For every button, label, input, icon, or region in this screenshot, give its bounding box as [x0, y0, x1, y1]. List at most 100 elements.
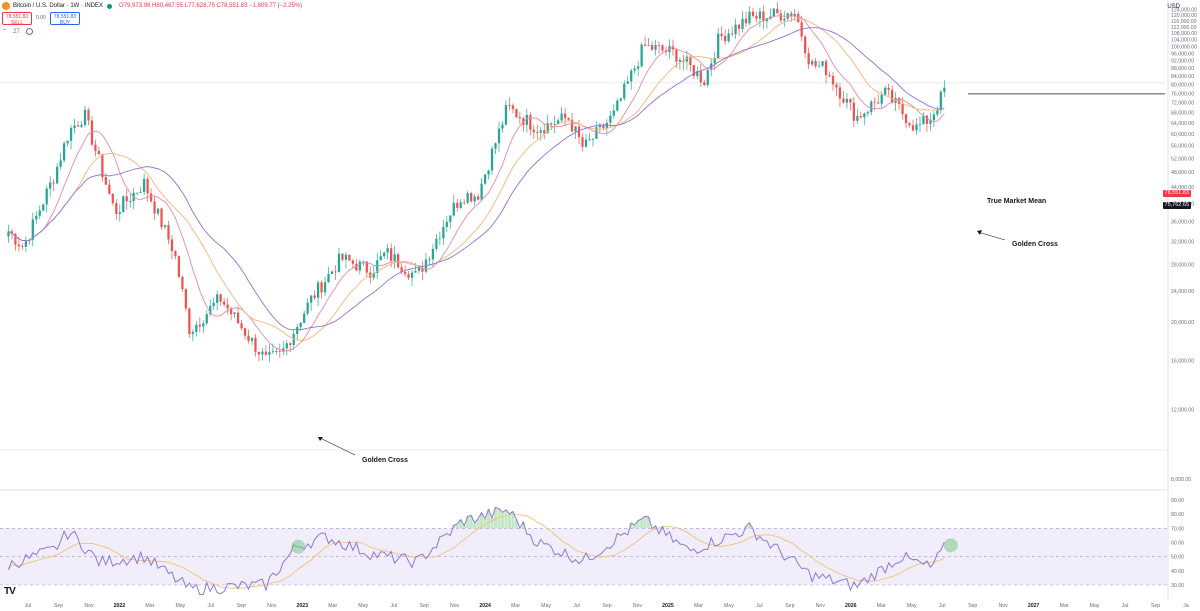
candle-body: [149, 193, 153, 202]
candle-body: [724, 36, 727, 42]
candle-body: [76, 125, 80, 127]
true-market-mean-label: True Market Mean: [987, 198, 1047, 205]
candle-body: [769, 16, 772, 19]
buy-button[interactable]: 78,551.83 BUY: [50, 12, 80, 26]
candle-body: [609, 115, 612, 123]
candle-body: [52, 182, 55, 184]
bitcoin-icon: [2, 2, 10, 10]
candle-body: [560, 113, 563, 121]
candle-body: [407, 274, 410, 278]
candle-body: [873, 101, 876, 103]
golden-cross-arrow-1: [317, 436, 356, 456]
candle-body: [268, 351, 271, 355]
candle-body: [449, 215, 452, 222]
candle-body: [115, 203, 118, 215]
sell-button[interactable]: 78,551.83 SELL: [2, 12, 32, 26]
candle-body: [309, 295, 313, 303]
price-tick-label: 124,000.00: [1171, 7, 1197, 13]
candle-body: [845, 98, 849, 103]
candle-body: [452, 202, 455, 216]
candle-body: [817, 65, 821, 67]
candle-body: [160, 208, 163, 228]
candle-body: [226, 304, 229, 309]
golden-cross-label-1: Golden Cross: [362, 457, 408, 464]
price-tick-label: 8,000.00: [1171, 477, 1191, 483]
candle-body: [459, 202, 462, 208]
candle-body: [884, 87, 887, 95]
candle-body: [296, 327, 299, 334]
candle-body: [810, 61, 814, 65]
collapse-icon[interactable]: ⌃: [2, 29, 8, 35]
candle-body: [35, 215, 38, 220]
candle-body: [202, 323, 205, 327]
rsi-ma-line: [8, 513, 945, 589]
spread-value: 0.00: [36, 15, 46, 21]
candle-body: [616, 100, 619, 111]
candle-body: [692, 65, 695, 77]
price-tick-label: 80,000.00: [1171, 83, 1194, 89]
indicator-toggle[interactable]: ⌃ 27: [2, 28, 33, 35]
candle-body: [101, 154, 104, 178]
candle-body: [793, 13, 796, 17]
candle-body: [741, 18, 744, 29]
price-tick-label: 68,000.00: [1171, 110, 1194, 116]
candle-body: [880, 94, 883, 104]
price-tick-label: 104,000.00: [1171, 38, 1197, 44]
candle-body: [863, 113, 866, 118]
candle-body: [744, 18, 748, 24]
candle-body: [483, 174, 487, 184]
candle-body: [529, 114, 532, 130]
candle-body: [751, 11, 755, 16]
candle-body: [435, 238, 438, 249]
candle-body: [563, 113, 567, 119]
ma-slow-line: [8, 27, 945, 331]
candle-body: [908, 123, 911, 126]
golden-cross-marker-1: [291, 539, 306, 554]
time-tick-label: Jul: [1122, 603, 1129, 609]
candle-body: [480, 183, 483, 200]
price-tick-label: 116,000.00: [1171, 19, 1197, 25]
time-tick-label: May: [358, 603, 368, 609]
candle-body: [257, 351, 261, 355]
candle-body: [303, 313, 306, 323]
rsi-tick-label: 50.00: [1171, 555, 1184, 561]
currency-label[interactable]: USD: [1167, 4, 1180, 10]
candle-body: [637, 66, 640, 69]
symbol-title[interactable]: Bitcoin / U.S. Dollar · 1W · INDEX: [13, 3, 104, 9]
candle-body: [358, 261, 361, 271]
candle-body: [181, 276, 184, 290]
candle-body: [936, 110, 939, 115]
time-tick-label: Nov: [816, 603, 826, 609]
candle-body: [929, 120, 932, 124]
golden-cross-marker-2: [943, 538, 958, 553]
candle-body: [351, 260, 355, 264]
candle-body: [661, 45, 664, 51]
arrow-head-icon: [318, 437, 323, 441]
candle-body: [275, 351, 278, 352]
candle-body: [630, 70, 633, 82]
golden-cross-label-2: Golden Cross: [1012, 241, 1058, 248]
candle-body: [184, 289, 188, 309]
candle-body: [807, 53, 810, 65]
candle-body: [904, 114, 908, 124]
tradingview-logo[interactable]: TV: [4, 586, 16, 597]
candle-body: [69, 128, 73, 141]
candle-body: [390, 248, 393, 261]
candle-body: [111, 193, 114, 204]
candle-body: [285, 343, 288, 349]
time-tick-label: Jul: [25, 603, 32, 609]
candle-body: [473, 196, 476, 202]
candle-body: [633, 68, 636, 71]
time-tick-label: Nov: [267, 603, 277, 609]
indicator-ring-icon[interactable]: [25, 28, 33, 35]
candle-body: [261, 351, 264, 355]
candle-body: [546, 123, 549, 134]
candle-body: [494, 143, 497, 149]
candle-body: [362, 261, 365, 263]
candle-body: [797, 13, 800, 23]
candle-body: [650, 44, 654, 50]
price-tick-label: 48,000.00: [1171, 170, 1194, 176]
time-tick-label: 2025: [662, 603, 674, 609]
price-tick-label: 28,000.00: [1171, 262, 1194, 268]
